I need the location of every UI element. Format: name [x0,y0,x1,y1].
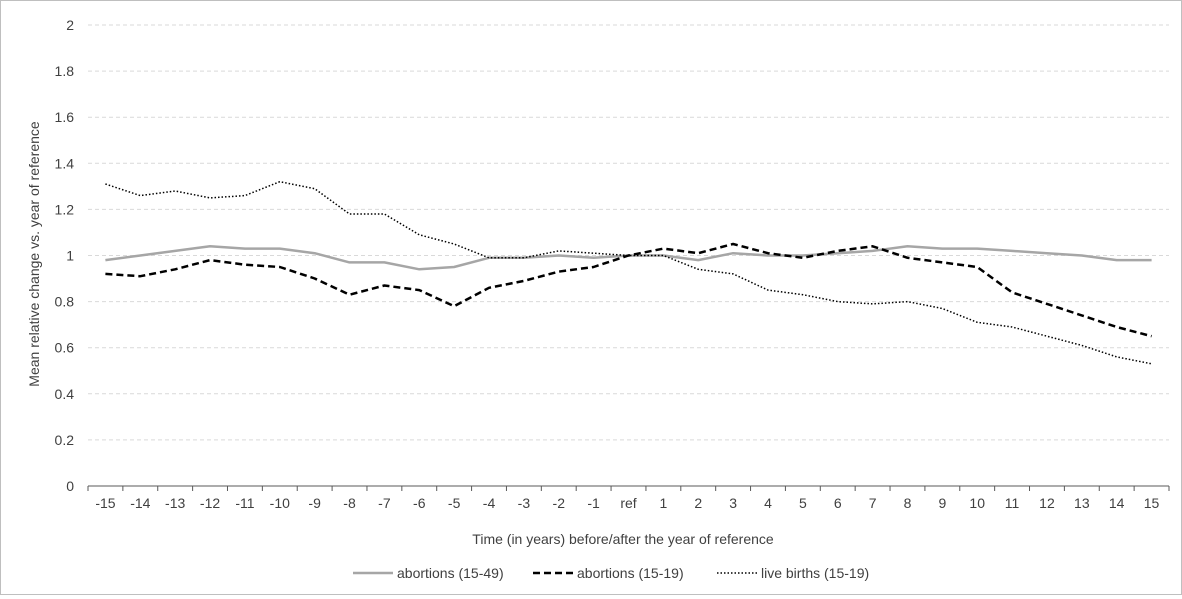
x-tick-label: -1 [587,495,600,511]
tick-labels: 00.20.40.60.811.21.41.61.82-15 -14 -13 -12-… [55,17,1160,511]
series-line-2 [105,242,1152,338]
y-tick-label: 0.6 [55,340,75,356]
x-tick-label: -10 [270,495,290,511]
y-tick-label: 1.2 [55,201,75,217]
axes [87,485,1170,491]
x-tick-label: 2 [694,495,702,511]
x-tick-label: -14 [130,495,150,511]
y-tick-label: 0.2 [55,432,75,448]
y-tick-label: 0 [66,478,74,494]
y-tick-label: 1.6 [55,109,75,125]
x-tick-label: -9 [308,495,321,511]
legend-label-2: abortions (15-19) [577,565,684,581]
x-axis-title: Time (in years) before/after the year of… [472,531,774,547]
gridlines [88,24,1169,441]
y-tick-label: 1.4 [55,155,75,171]
x-tick-label: 14 [1109,495,1125,511]
legend-label-3: live births (15-19) [761,565,869,581]
x-tick-label: -5 [448,495,461,511]
x-tick-label: 15 [1144,495,1160,511]
x-tick-label: -6 [413,495,426,511]
series-lines [105,180,1152,365]
legend-label-1: abortions (15-49) [397,565,504,581]
x-tick-label: -3 [518,495,531,511]
x-tick-label: 3 [729,495,737,511]
x-tick-label: 1 [659,495,667,511]
x-tick-label: 8 [904,495,912,511]
x-tick-label: 6 [834,495,842,511]
y-tick-label: 0.4 [55,386,75,402]
x-tick-label: -12 [200,495,220,511]
series-line-3 [105,180,1152,365]
x-tick-label: 12 [1039,495,1055,511]
x-tick-label: 4 [764,495,772,511]
x-tick-label: -13 [165,495,185,511]
x-tick-label: 7 [869,495,877,511]
x-tick-label: -15 [95,495,115,511]
legend: abortions (15-49) abortions (15-19) live b… [353,565,869,581]
x-tick-label: 10 [969,495,985,511]
y-axis-title: Mean relative change vs. year of referen… [26,121,42,387]
y-tick-label: 1 [66,248,74,264]
x-tick-label: 13 [1074,495,1090,511]
x-tick-label: 5 [799,495,807,511]
x-tick-label: -8 [343,495,356,511]
x-tick-label: -7 [378,495,391,511]
x-tick-label: 11 [1005,495,1020,511]
y-tick-label: 0.8 [55,294,75,310]
y-tick-label: 2 [66,17,74,33]
x-tick-label: -2 [553,495,566,511]
x-tick-label: -4 [483,495,496,511]
x-tick-label: -11 [235,495,254,511]
x-tick-label: ref [620,495,636,511]
x-tick-label: 9 [938,495,946,511]
y-tick-label: 1.8 [55,63,75,79]
